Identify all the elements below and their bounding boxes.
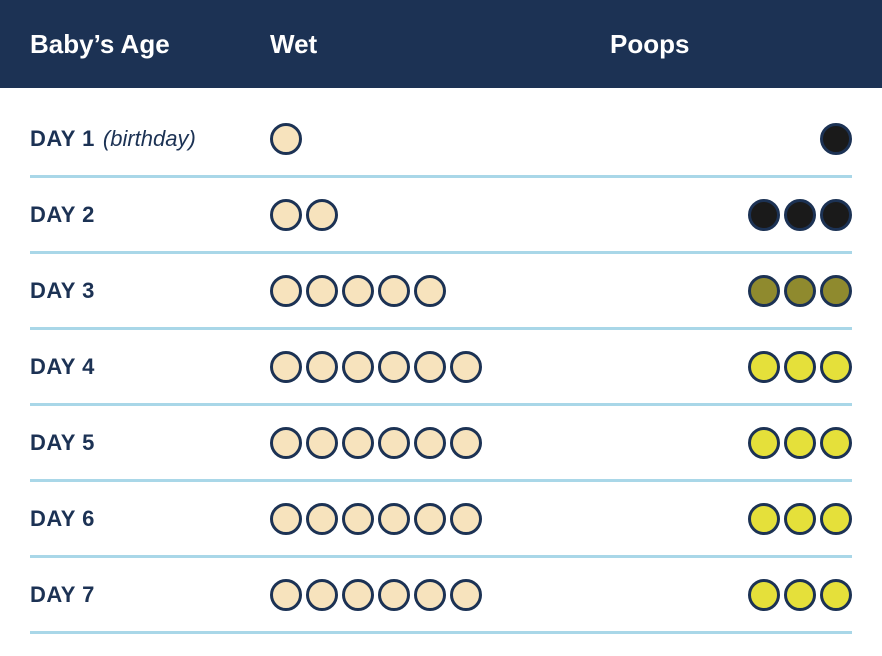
day-number: DAY 2 [30,202,95,228]
poop-circle-icon [784,579,816,611]
wet-circle-icon [450,427,482,459]
day-number: DAY 7 [30,582,95,608]
wet-circle-icon [378,351,410,383]
table-row: DAY 5 [30,406,852,482]
wet-circle-icon [306,199,338,231]
table-row: DAY 7 [30,558,852,634]
wet-circles [270,351,610,383]
wet-circle-icon [270,427,302,459]
header-age: Baby’s Age [30,29,270,60]
wet-circles [270,579,610,611]
wet-circle-icon [414,427,446,459]
wet-circles [270,275,610,307]
poop-circle-icon [748,199,780,231]
wet-circle-icon [414,579,446,611]
wet-circle-icon [378,275,410,307]
wet-circle-icon [306,275,338,307]
wet-circle-icon [414,351,446,383]
day-number: DAY 6 [30,506,95,532]
day-label: DAY 4 [30,354,270,380]
poop-circle-icon [784,427,816,459]
poop-circle-icon [748,351,780,383]
poop-circle-icon [748,503,780,535]
table-row: DAY 1 (birthday) [30,88,852,178]
poop-circles [610,579,852,611]
wet-circle-icon [342,351,374,383]
poop-circles [610,275,852,307]
wet-circle-icon [270,123,302,155]
wet-circle-icon [342,275,374,307]
poop-circle-icon [820,123,852,155]
poop-circles [610,123,852,155]
poop-circle-icon [784,351,816,383]
day-label: DAY 5 [30,430,270,456]
wet-circle-icon [450,351,482,383]
day-label: DAY 7 [30,582,270,608]
wet-circles [270,123,610,155]
day-number: DAY 4 [30,354,95,380]
poop-circles [610,503,852,535]
wet-circle-icon [306,427,338,459]
wet-circle-icon [450,579,482,611]
table-body: DAY 1 (birthday) DAY 2 DAY 3 DAY 4 DAY 5 DAY 6… [0,88,882,634]
poop-circles [610,427,852,459]
wet-circles [270,503,610,535]
wet-circles [270,427,610,459]
poop-circle-icon [748,579,780,611]
table-row: DAY 6 [30,482,852,558]
wet-circle-icon [270,275,302,307]
poop-circle-icon [748,275,780,307]
day-number: DAY 3 [30,278,95,304]
wet-circle-icon [270,199,302,231]
wet-circle-icon [342,427,374,459]
wet-circle-icon [342,579,374,611]
wet-circle-icon [306,351,338,383]
wet-circle-icon [270,351,302,383]
day-number: DAY 1 [30,126,95,152]
poop-circle-icon [820,199,852,231]
poop-circle-icon [820,427,852,459]
table-row: DAY 2 [30,178,852,254]
table-header: Baby’s Age Wet Poops [0,0,882,88]
day-label: DAY 1 (birthday) [30,126,270,152]
wet-circle-icon [378,427,410,459]
poop-circles [610,351,852,383]
poop-circle-icon [820,503,852,535]
wet-circle-icon [378,579,410,611]
day-note: (birthday) [103,126,196,152]
wet-circle-icon [270,579,302,611]
table-row: DAY 4 [30,330,852,406]
wet-circle-icon [306,503,338,535]
poop-circle-icon [748,427,780,459]
day-label: DAY 3 [30,278,270,304]
day-number: DAY 5 [30,430,95,456]
header-wet: Wet [270,29,610,60]
header-poops: Poops [610,29,852,60]
poop-circle-icon [784,503,816,535]
poop-circle-icon [784,275,816,307]
day-label: DAY 2 [30,202,270,228]
poop-circles [610,199,852,231]
wet-circles [270,199,610,231]
wet-circle-icon [414,503,446,535]
wet-circle-icon [414,275,446,307]
wet-circle-icon [450,503,482,535]
poop-circle-icon [820,579,852,611]
poop-circle-icon [820,275,852,307]
table-row: DAY 3 [30,254,852,330]
wet-circle-icon [270,503,302,535]
wet-circle-icon [342,503,374,535]
poop-circle-icon [784,199,816,231]
wet-circle-icon [378,503,410,535]
wet-circle-icon [306,579,338,611]
day-label: DAY 6 [30,506,270,532]
poop-circle-icon [820,351,852,383]
